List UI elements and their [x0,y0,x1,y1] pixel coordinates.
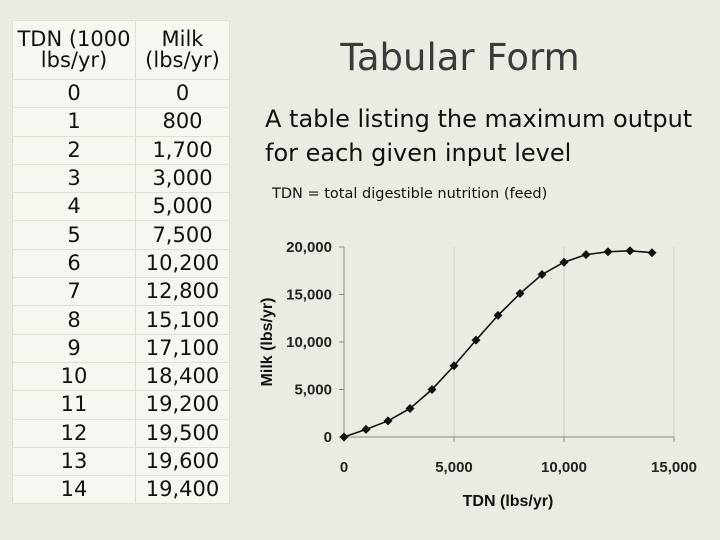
table-row: 7 12,800 [12,277,230,307]
table-row: 11 19,200 [12,390,230,420]
data-table: TDN (1000 lbs/yr) Milk (lbs/yr) 0 0 1 800 2 1… [12,20,230,505]
series-line [343,249,653,438]
data-point-marker [625,246,635,256]
tdn-cell: 11 [12,390,136,420]
tdn-cell: 0 [12,78,136,109]
slide-description: A table listing the maximum output for e… [265,105,693,167]
x-tick-label: 10,000 [541,459,587,476]
table-row: 1 800 [12,107,230,137]
tdn-cell: 1 [12,107,136,137]
data-point-marker [405,404,415,413]
y-tick-label: 5,000 [294,382,332,399]
y-tick-label: 0 [324,429,332,446]
data-point-marker [427,385,437,394]
y-tick-label: 10,000 [286,334,332,351]
data-point-marker [647,248,657,258]
milk-cell: 3,000 [135,163,230,194]
header-milk: Milk (lbs/yr) [135,20,230,80]
table-header-row: TDN (1000 lbs/yr) Milk (lbs/yr) [12,20,230,80]
tdn-note: TDN = total digestible nutrition (feed) [272,186,548,202]
chart-series [339,246,657,442]
tdn-cell: 13 [12,446,136,477]
header-tdn: TDN (1000 lbs/yr) [12,20,136,80]
chart-axes [339,246,675,442]
tdn-cell: 14 [12,475,136,505]
table-row: 3 3,000 [12,163,230,194]
chart-grid [453,247,675,437]
data-point-marker [339,432,349,442]
slide-title: Tabular Form [340,36,580,79]
data-point-marker [383,416,393,426]
y-tick-label: 15,000 [286,287,332,304]
table-row: 9 17,100 [12,333,230,363]
table-row: 14 19,400 [12,475,230,505]
y-axis-label: Milk (lbs/yr) [259,298,276,387]
data-point-marker [581,250,591,260]
tdn-cell: 7 [12,277,136,307]
milk-cell: 19,600 [135,446,230,477]
table-row: 5 7,500 [12,220,230,250]
y-tick-label: 20,000 [286,239,332,256]
milk-cell: 12,800 [135,277,230,307]
milk-cell: 19,200 [135,390,230,420]
tdn-cell: 12 [12,418,136,448]
milk-cell: 5,000 [135,192,230,222]
x-axis-label: TDN (lbs/yr) [463,493,554,510]
milk-cell: 800 [135,107,230,137]
milk-cell: 0 [135,78,230,109]
milk-cell: 7,500 [135,220,230,250]
table-row: 13 19,600 [12,446,230,477]
milk-cell: 15,100 [135,305,230,335]
tdn-cell: 6 [12,248,136,279]
data-point-marker [471,335,481,345]
x-tick-label: 0 [340,459,348,476]
data-point-marker [603,247,613,257]
data-point-marker [449,361,459,371]
tdn-cell: 4 [12,192,136,222]
table-row: 4 5,000 [12,192,230,222]
data-point-marker [515,289,525,299]
tdn-cell: 5 [12,220,136,250]
tdn-cell: 3 [12,163,136,194]
milk-cell: 18,400 [135,361,230,392]
x-tick-label: 15,000 [651,459,697,476]
milk-cell: 19,500 [135,418,230,448]
table-row: 12 19,500 [12,418,230,448]
tdn-cell: 9 [12,333,136,363]
x-tick-label: 5,000 [435,459,473,476]
data-point-marker [537,270,547,280]
milk-cell: 17,100 [135,333,230,363]
data-point-marker [361,424,371,434]
tdn-cell: 2 [12,135,136,165]
data-point-marker [559,257,569,267]
data-point-marker [493,310,503,320]
milk-cell: 19,400 [135,475,230,505]
chart-ticks: 0 5,000 10,000 15,000 0 5,000 10,000 15,000 20,0… [286,239,697,476]
